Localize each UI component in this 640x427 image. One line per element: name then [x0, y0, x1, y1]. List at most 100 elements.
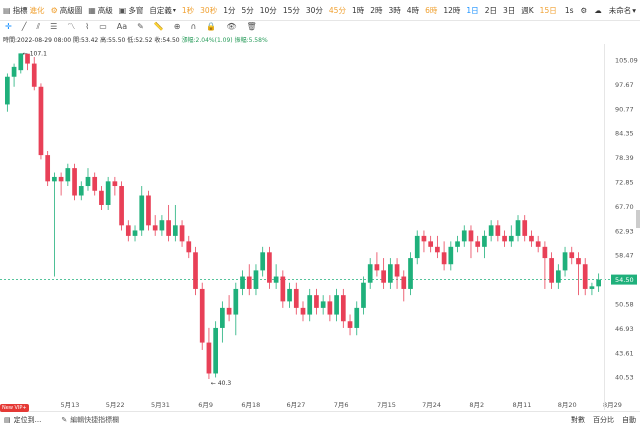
interval-6[interactable]: 30分 [305, 5, 323, 15]
candle-body [220, 307, 225, 328]
price-tick-label: 40.53 [615, 374, 634, 382]
date-tick-label: 6月18 [241, 401, 260, 409]
candle-body [576, 258, 581, 265]
candle-body [273, 276, 279, 283]
candle-body [320, 301, 326, 308]
price-chart[interactable]: 105.09 97.67 90.77 84.35 78.39 72.85 67.70 62.9… [0, 44, 640, 411]
price-tick-label: 84.35 [615, 130, 634, 138]
candle-body [25, 53, 30, 64]
speed-select[interactable]: 1s [564, 5, 574, 15]
candle-body [213, 327, 219, 374]
candle-body [179, 225, 185, 242]
high-value: 高:55.50 [100, 37, 126, 44]
candle-body [495, 225, 501, 236]
price-tick-label: 50.58 [615, 301, 634, 309]
zoom-icon[interactable]: ⊕ [173, 22, 181, 31]
interval-16[interactable]: 3日 [502, 5, 516, 15]
chevron-down-icon[interactable]: ▾ [632, 5, 636, 15]
candle-body [146, 195, 151, 226]
interval-7[interactable]: 45分 [328, 5, 346, 15]
gear-icon: ⚙ [50, 5, 58, 15]
line-tool-icon[interactable]: ╱ [21, 22, 27, 31]
user-select[interactable]: 未命名 [608, 5, 632, 15]
candle-body [502, 235, 507, 242]
date-tick-label: 8月2 [469, 401, 484, 409]
toolbar-right: 1s ⚙ ☁ 未命名 ▾ [558, 0, 636, 20]
text-tool-icon[interactable]: Aa [116, 22, 128, 31]
candle-body [226, 307, 232, 315]
rect-tool-icon[interactable]: ▭ [99, 22, 107, 31]
zigzag-tool-icon[interactable]: 〽 [67, 22, 76, 31]
brush-tool-icon[interactable]: ✎ [137, 22, 144, 31]
interval-12[interactable]: 6時 [425, 5, 438, 15]
interval-10[interactable]: 3時 [388, 5, 401, 15]
candle-body [455, 241, 460, 247]
price-tick-label: 72.85 [615, 179, 634, 187]
fib-tool-icon[interactable]: ☰ [50, 22, 58, 31]
interval-2[interactable]: 1分 [223, 5, 236, 15]
open-value: 開:53.42 [73, 37, 99, 44]
candle-body [206, 342, 212, 374]
interval-5[interactable]: 15分 [282, 5, 300, 15]
edit-indicators-button[interactable]: ✎ 編輯快捷指標欄 [61, 415, 120, 424]
candle-body [414, 235, 420, 259]
candle-body [340, 295, 346, 322]
locate-button[interactable]: ▤ 定位到... [4, 415, 42, 424]
collapse-handle[interactable] [636, 210, 640, 228]
trash-icon[interactable]: 🗑 [246, 22, 257, 31]
candle-body [186, 241, 192, 253]
interval-18[interactable]: 15日 [539, 5, 557, 15]
auto-scale-button[interactable]: 自動 [622, 415, 636, 424]
interval-15[interactable]: 2日 [484, 5, 497, 15]
candle-body [488, 225, 494, 236]
candle-body [401, 276, 407, 289]
candle-body [381, 270, 386, 283]
log-scale-button[interactable]: 對數 [571, 415, 585, 424]
candle-body [347, 321, 353, 328]
advanced-trade-button[interactable]: ⚙ 高級圖 [50, 5, 83, 15]
candle-body [85, 176, 91, 187]
interval-17[interactable]: 週K [521, 5, 534, 15]
interval-3[interactable]: 5分 [241, 5, 254, 15]
cloud-icon[interactable]: ☁ [594, 5, 602, 15]
chevron-down-icon: ▾ [172, 6, 176, 14]
date-tick-label: 5月22 [106, 401, 125, 409]
interval-14[interactable]: 1日 [466, 5, 479, 15]
magnet-icon[interactable]: ∩ [190, 22, 197, 31]
candle-body [58, 176, 64, 182]
interval-13[interactable]: 12時 [443, 5, 461, 15]
multi-window-button[interactable]: ▣ 多窗 [118, 5, 144, 15]
lock-icon[interactable]: 🔒 [206, 22, 217, 31]
crosshair-icon[interactable]: ✛ [5, 22, 12, 31]
candle-body [105, 181, 111, 205]
interval-4[interactable]: 10分 [259, 5, 277, 15]
drawing-toolbar: ✛ ╱ ⫽ ☰ 〽 ⌇ ▭ Aa ✎ 📏 ⊕ ∩ 🔒 👁 🗑 [0, 20, 640, 33]
interval-1[interactable]: 30秒 [200, 5, 218, 15]
price-axis-divider [604, 44, 605, 410]
candle-body [354, 307, 360, 328]
interval-0[interactable]: 1秒 [181, 5, 195, 15]
interval-11[interactable]: 4時 [406, 5, 420, 15]
edit-icon: ✎ [61, 415, 68, 424]
eye-icon[interactable]: 👁 [226, 22, 237, 31]
candle-body [394, 264, 400, 277]
interval-9[interactable]: 2時 [370, 5, 383, 15]
candle-body [267, 252, 272, 283]
vip-badge[interactable]: New VIP+ [0, 404, 29, 412]
path-tool-icon[interactable]: ⌇ [85, 22, 90, 31]
date-tick-label: 5月13 [61, 401, 80, 409]
candle-body [172, 225, 178, 236]
custom-button[interactable]: 自定義 ▾ [149, 5, 176, 15]
percent-scale-button[interactable]: 百分比 [593, 415, 614, 424]
candle-body [52, 176, 57, 182]
indicators-button[interactable]: ▤ 指標 進化 [3, 5, 45, 15]
candle-body [287, 288, 292, 302]
candle-body [5, 76, 10, 105]
pro-button[interactable]: ▦ 高級 [88, 5, 113, 15]
channel-tool-icon[interactable]: ⫽ [36, 21, 41, 31]
ruler-tool-icon[interactable]: 📏 [153, 22, 164, 31]
low-value: 低:52.52 [127, 37, 153, 44]
gear-icon[interactable]: ⚙ [580, 5, 588, 15]
candle-body [293, 288, 299, 308]
interval-8[interactable]: 1時 [351, 5, 365, 15]
